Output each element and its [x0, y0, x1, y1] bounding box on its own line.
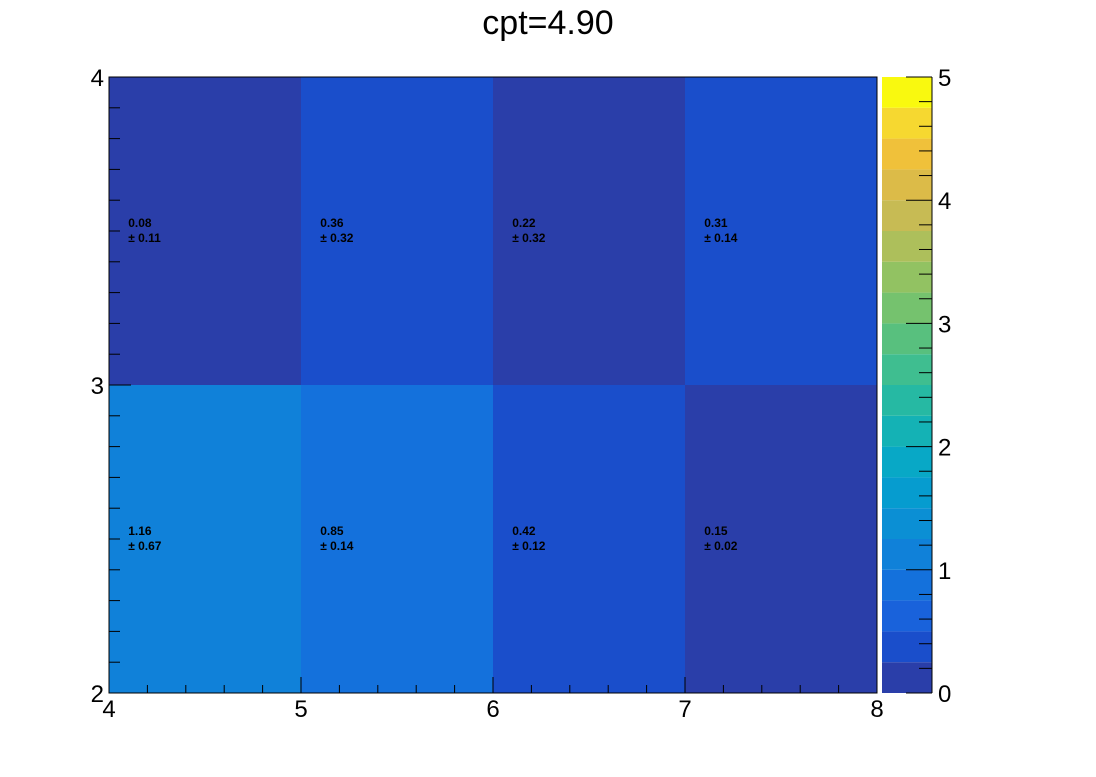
cell-value-label: 1.16 [128, 524, 152, 538]
colorbar-segment [882, 600, 932, 632]
colorbar-segment [882, 200, 932, 231]
heatmap-cell [301, 385, 493, 693]
x-tick-label: 8 [870, 696, 883, 723]
x-tick-label: 7 [678, 696, 691, 723]
colorbar-segment [882, 415, 932, 447]
colorbar-segment [882, 508, 932, 539]
cell-value-label: 0.31 [704, 216, 728, 230]
colorbar-tick-label: 0 [938, 681, 951, 708]
heatmap-cell [685, 385, 877, 693]
colorbar-segment [882, 385, 932, 416]
x-tick-label: 5 [294, 696, 307, 723]
y-tick-label: 2 [91, 681, 104, 708]
colorbar-segment [882, 323, 932, 355]
colorbar-segment [882, 292, 932, 324]
colorbar-segment [882, 569, 932, 601]
colorbar-segment [882, 354, 932, 385]
cell-error-label: ± 0.14 [320, 539, 354, 553]
y-tick-label: 3 [91, 373, 104, 400]
cell-value-label: 0.08 [128, 216, 152, 230]
chart-title: cpt=4.90 [482, 4, 614, 42]
cell-value-label: 0.22 [512, 216, 536, 230]
colorbar-segment [882, 77, 932, 108]
colorbar-segment [882, 662, 932, 693]
colorbar-segment [882, 477, 932, 509]
cell-error-label: ± 0.02 [704, 539, 738, 553]
colorbar-segment [882, 169, 932, 201]
cell-error-label: ± 0.32 [320, 231, 354, 245]
cell-error-label: ± 0.12 [512, 539, 546, 553]
cell-value-label: 0.42 [512, 524, 536, 538]
cell-error-label: ± 0.14 [704, 231, 738, 245]
heatmap-cell [109, 77, 301, 385]
colorbar-tick-label: 5 [938, 65, 951, 92]
colorbar-tick-label: 3 [938, 311, 951, 338]
heatmap-cell [685, 77, 877, 385]
y-tick-label: 4 [91, 65, 104, 92]
colorbar-segment [882, 231, 932, 262]
cell-error-label: ± 0.32 [512, 231, 546, 245]
colorbar-segment [882, 446, 932, 478]
colorbar-tick-label: 2 [938, 435, 951, 462]
heatmap-cell [493, 385, 685, 693]
cell-value-label: 0.36 [320, 216, 344, 230]
colorbar-tick-label: 4 [938, 188, 951, 215]
colorbar-tick-label: 1 [938, 558, 951, 585]
heatmap-cell [301, 77, 493, 385]
cell-error-label: ± 0.11 [128, 231, 161, 245]
colorbar-segment [882, 539, 932, 570]
x-tick-label: 4 [102, 696, 115, 723]
x-tick-label: 6 [486, 696, 499, 723]
heatmap-cell [493, 77, 685, 385]
cell-value-label: 0.85 [320, 524, 344, 538]
colorbar-segment [882, 631, 932, 663]
colorbar-segment [882, 138, 932, 170]
colorbar-segment [882, 261, 932, 293]
colorbar-segment [882, 107, 932, 139]
heatmap-cell [109, 385, 301, 693]
cell-value-label: 0.15 [704, 524, 728, 538]
cell-error-label: ± 0.67 [128, 539, 162, 553]
